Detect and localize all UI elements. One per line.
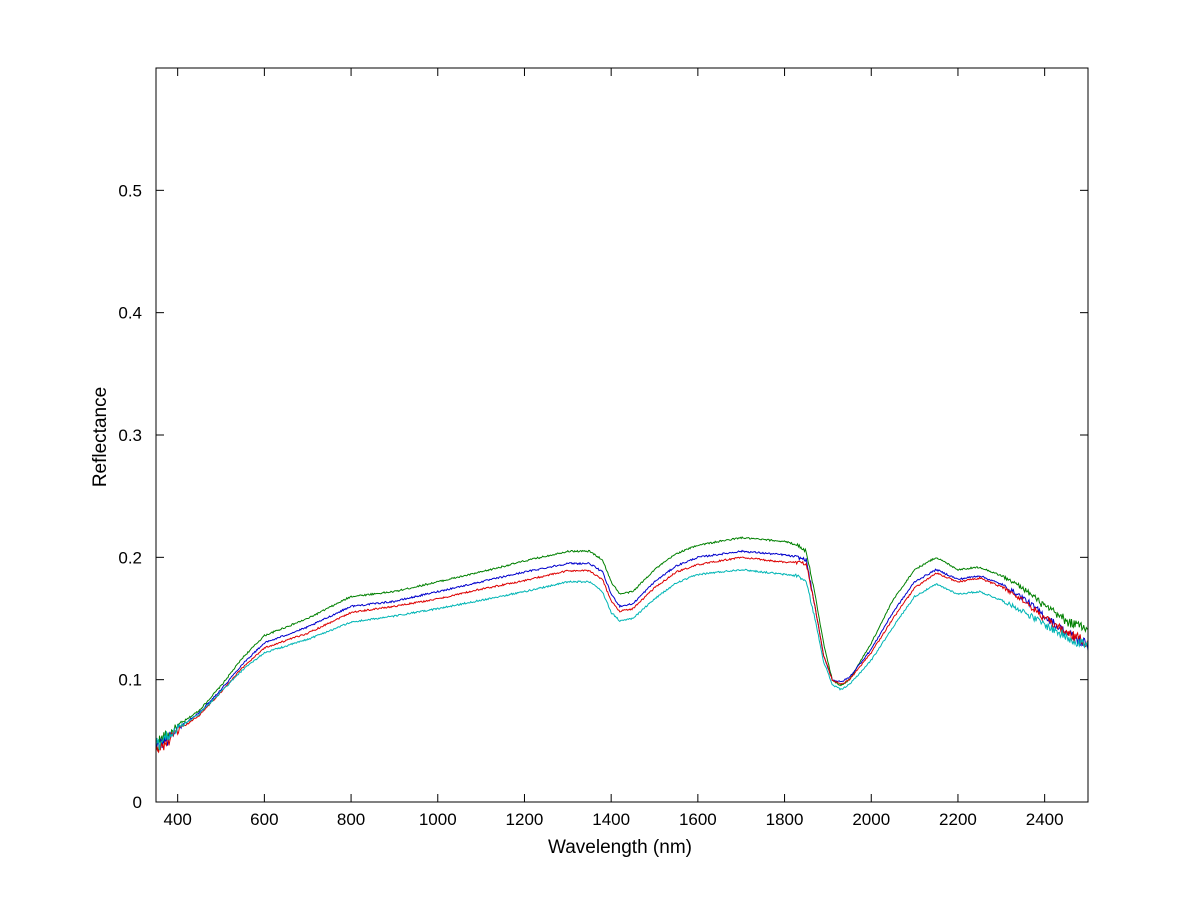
- x-tick-label: 1600: [679, 810, 717, 829]
- x-tick-label: 2000: [852, 810, 890, 829]
- x-tick-label: 1400: [592, 810, 630, 829]
- y-axis-title: Reflectance: [90, 387, 111, 487]
- y-tick-label: 0.1: [118, 671, 142, 690]
- series-line: [155, 549, 1089, 750]
- tick-layer: 400 600 800 1000 1200 1400 1600 1800 2000 2200 240…: [118, 68, 1088, 829]
- x-tick-label: 2200: [939, 810, 977, 829]
- y-tick-label: 0.3: [118, 426, 142, 445]
- x-axis-title: Wavelength (nm): [548, 837, 692, 858]
- x-tick-label: 600: [250, 810, 278, 829]
- series-line: [155, 536, 1089, 754]
- x-tick-label: 800: [337, 810, 365, 829]
- x-tick-label: 2400: [1026, 810, 1064, 829]
- x-tick-label: 1000: [419, 810, 457, 829]
- series-layer: [155, 536, 1089, 754]
- x-tick-label: 1800: [766, 810, 804, 829]
- series-line: [155, 568, 1089, 751]
- x-tick-label: 400: [163, 810, 191, 829]
- x-tick-label: 1200: [506, 810, 544, 829]
- y-tick-label: 0: [133, 793, 142, 812]
- y-tick-label: 0.5: [118, 181, 142, 200]
- y-tick-label: 0.2: [118, 548, 142, 567]
- y-tick-label: 0.4: [118, 304, 142, 323]
- series-line: [155, 556, 1089, 754]
